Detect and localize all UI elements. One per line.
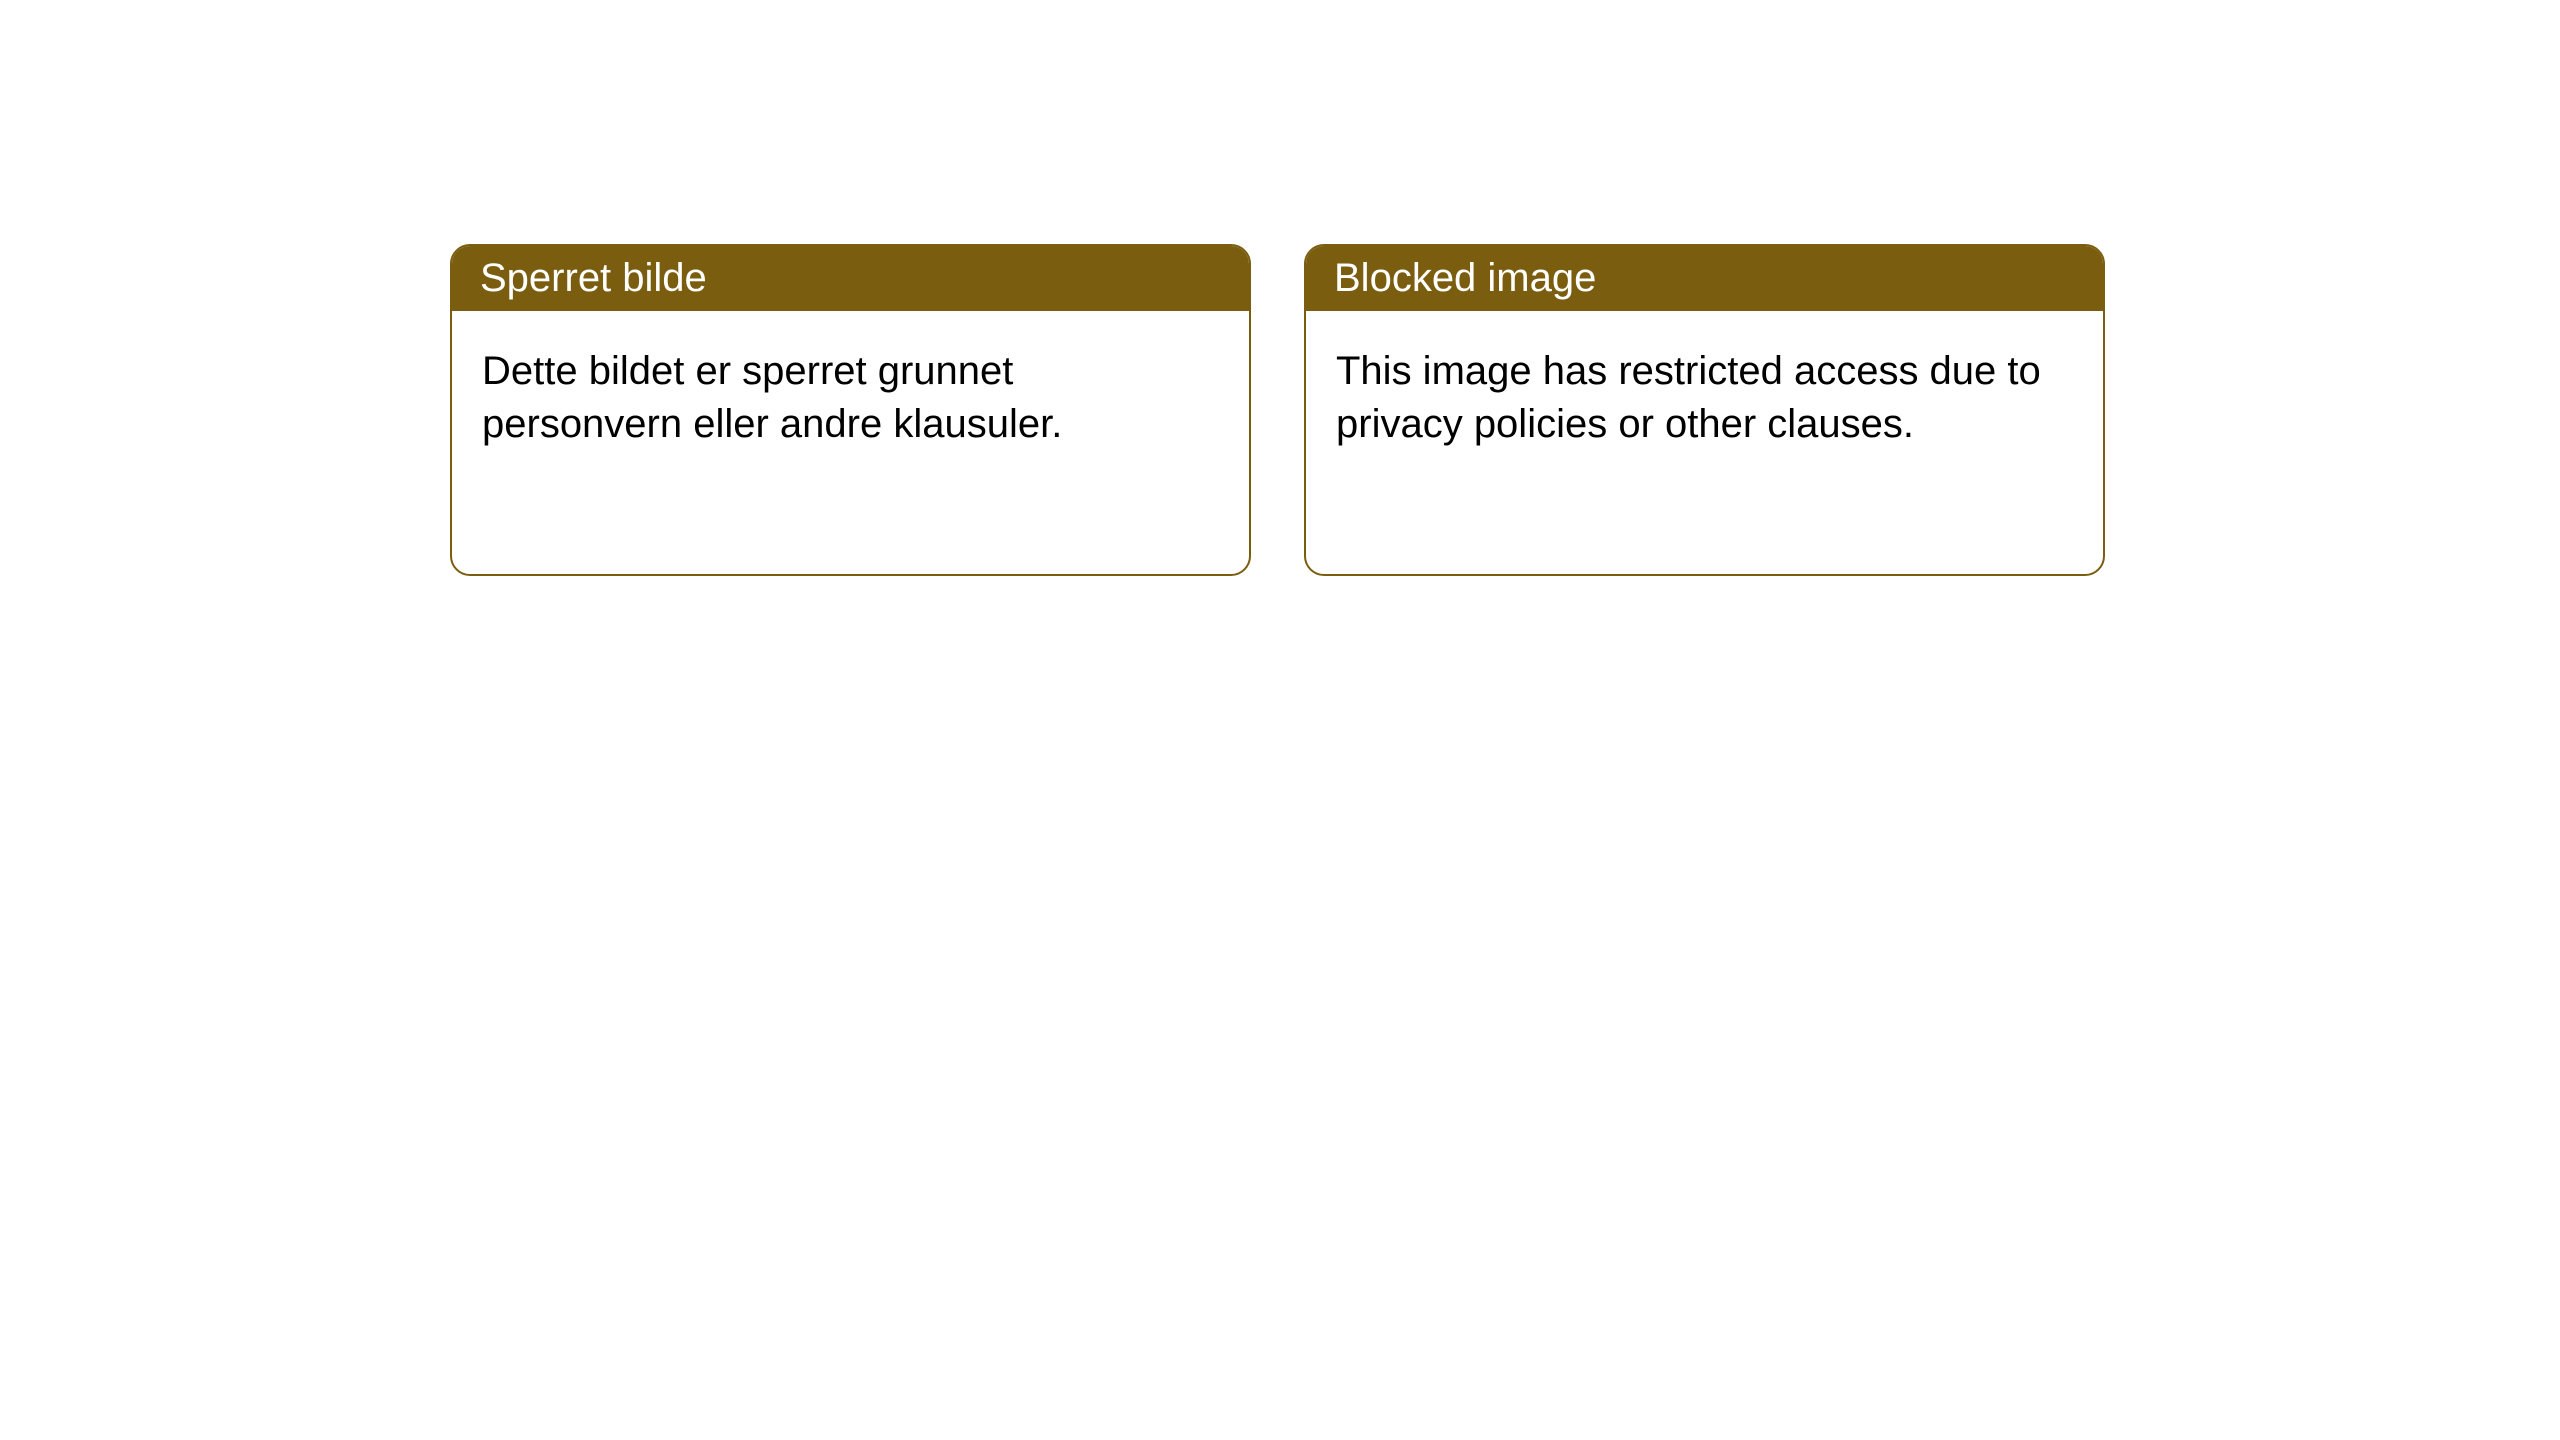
notice-card-title: Sperret bilde <box>452 246 1249 311</box>
notice-card-body: This image has restricted access due to … <box>1306 311 2103 485</box>
notice-card-english: Blocked image This image has restricted … <box>1304 244 2105 576</box>
notice-card-title: Blocked image <box>1306 246 2103 311</box>
notice-card-norwegian: Sperret bilde Dette bildet er sperret gr… <box>450 244 1251 576</box>
notice-cards-container: Sperret bilde Dette bildet er sperret gr… <box>450 244 2105 576</box>
notice-card-body: Dette bildet er sperret grunnet personve… <box>452 311 1249 485</box>
